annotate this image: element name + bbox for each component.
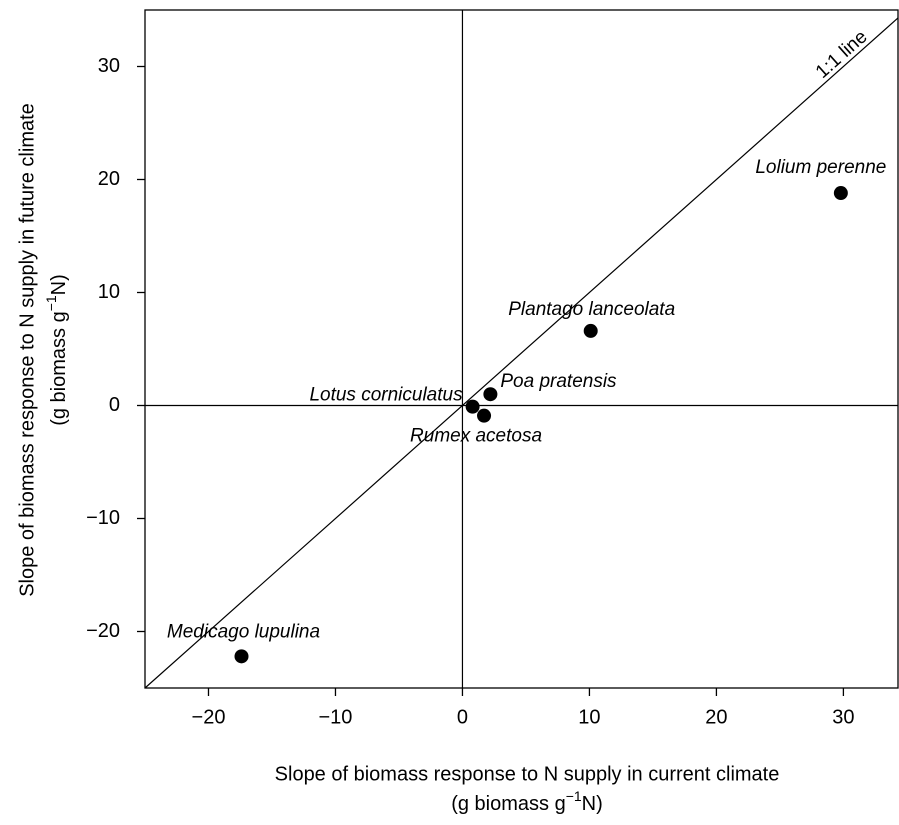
reference-line xyxy=(144,17,899,689)
reference-line-label: 1:1 line xyxy=(812,26,872,82)
y-tick-label: 30 xyxy=(98,55,120,77)
x-axis-title: Slope of biomass response to N supply in… xyxy=(275,763,780,815)
x-tick-label: 30 xyxy=(832,706,854,728)
point xyxy=(477,408,492,423)
point-label: Medicago lupulina xyxy=(167,621,320,642)
y-tick-label: −20 xyxy=(86,620,120,642)
point-label: Lolium perenne xyxy=(755,157,886,178)
x-axis-title-unit-sup: −1 xyxy=(566,788,582,804)
x-tick-label: 20 xyxy=(705,706,727,728)
point xyxy=(833,186,848,201)
x-tick-label: −20 xyxy=(192,706,226,728)
y-tick-label: 10 xyxy=(98,281,120,303)
y-axis-title-unit: (g biomass g xyxy=(48,311,70,426)
y-axis-title-line1: Slope of biomass response to N supply in… xyxy=(16,103,38,597)
plot-frame xyxy=(144,9,899,689)
y-axis-title: Slope of biomass response to N supply in… xyxy=(16,103,70,597)
point-label: Rumex acetosa xyxy=(410,426,542,447)
x-axis-title-unit: (g biomass g xyxy=(451,793,566,815)
point-label: Poa pratensis xyxy=(500,371,617,392)
y-tick-label: −10 xyxy=(86,507,120,529)
point xyxy=(583,323,598,338)
x-axis-title-line1: Slope of biomass response to N supply in… xyxy=(275,763,780,785)
x-tick-label: 10 xyxy=(578,706,600,728)
y-axis-title-line2: (g biomass g−1N) xyxy=(43,274,71,426)
y-axis-title-unit-end: N) xyxy=(48,274,70,295)
x-tick-label: 0 xyxy=(457,706,468,728)
point xyxy=(234,649,249,664)
x-axis-title-line2: (g biomass g−1N) xyxy=(451,788,603,816)
y-tick-label: 20 xyxy=(98,168,120,190)
point xyxy=(483,387,498,402)
y-tick-label: 0 xyxy=(109,394,120,416)
point xyxy=(465,399,480,414)
y-axis-title-unit-sup: −1 xyxy=(43,295,59,311)
point-label: Plantago lanceolata xyxy=(508,299,675,320)
x-tick-label: −10 xyxy=(319,706,353,728)
x-axis-title-unit-end: N) xyxy=(582,793,603,815)
point-label: Lotus corniculatus xyxy=(309,385,463,406)
